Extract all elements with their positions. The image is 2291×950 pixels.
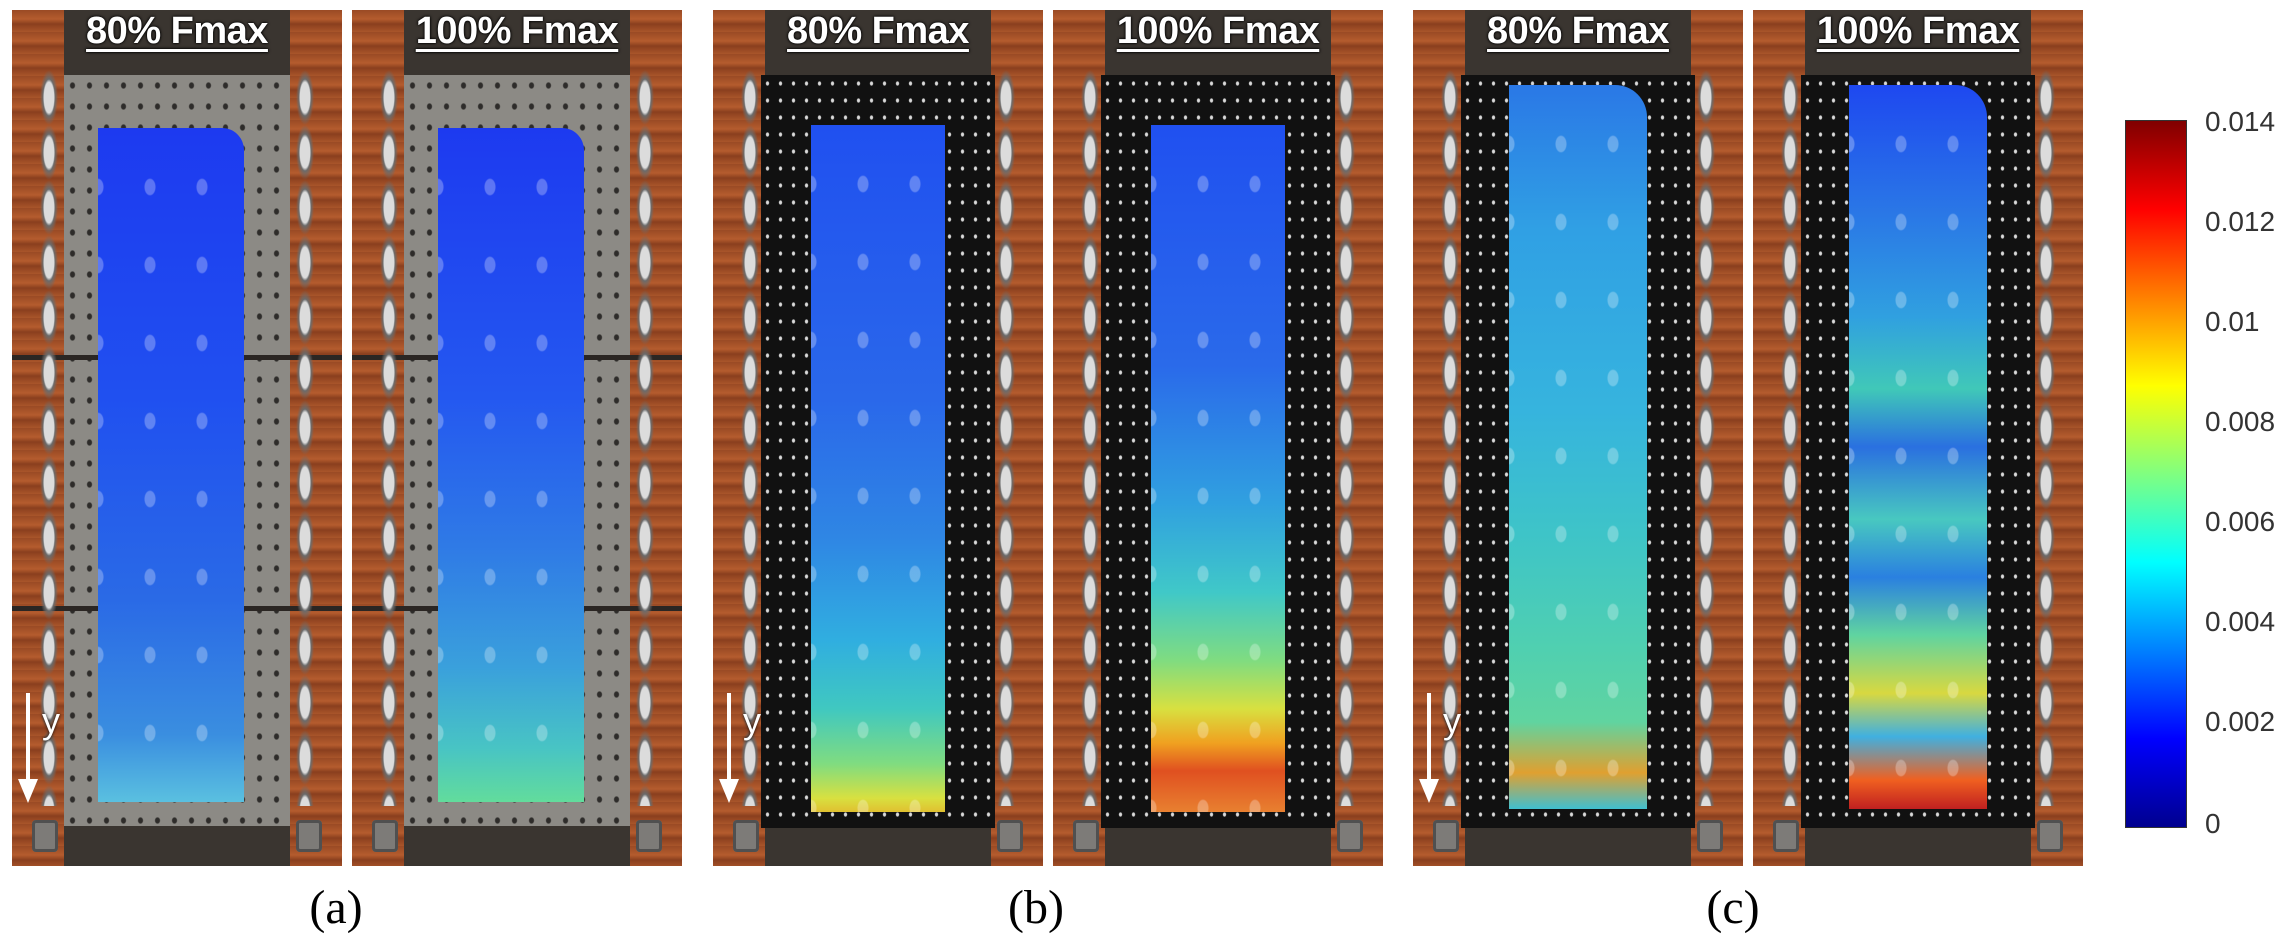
marker-grid (438, 128, 584, 802)
bolt (1073, 820, 1099, 852)
bolt (1433, 820, 1459, 852)
marker-grid (1849, 85, 1987, 809)
panel-c-80: 80% Fmax y (1413, 10, 1743, 866)
bolt (1773, 820, 1799, 852)
colorbar-tick: 0.006 (2205, 506, 2276, 537)
strain-field (98, 128, 244, 802)
bolt (2037, 820, 2063, 852)
bolt (32, 820, 58, 852)
target-markers-left (1441, 70, 1459, 806)
colorbar-tick: 0.014 (2205, 106, 2276, 137)
load-label: 100% Fmax (1116, 10, 1320, 52)
colorbar-tick: 0.004 (2205, 606, 2276, 637)
marker-grid (98, 128, 244, 802)
colorbar-tick: 0.01 (2205, 306, 2260, 337)
load-label: 80% Fmax (86, 10, 268, 52)
strain-field (1509, 85, 1647, 809)
panel-b-100: 100% Fmax (1053, 10, 1383, 866)
panel-b-80: 80% Fmax y (713, 10, 1043, 866)
load-label: 80% Fmax (1487, 10, 1669, 52)
marker-grid (811, 125, 945, 812)
down-arrow-icon (719, 693, 739, 803)
bolt (636, 820, 662, 852)
target-markers-right (1697, 70, 1715, 806)
panel-a-100: 100% Fmax (352, 10, 682, 866)
bolt (997, 820, 1023, 852)
colorbar-tick: 0.012 (2205, 206, 2276, 237)
strain-field (438, 128, 584, 802)
target-markers-left (1781, 70, 1799, 806)
y-axis-arrow: y (1419, 693, 1465, 803)
load-label: 80% Fmax (787, 10, 969, 52)
colorbar-tick: 0.008 (2205, 406, 2276, 437)
colorbar-tick: 0.002 (2205, 706, 2276, 737)
load-label: 100% Fmax (1816, 10, 2020, 52)
bolt (1337, 820, 1363, 852)
target-markers-right (296, 70, 314, 806)
caption-b: (b) (1008, 881, 1064, 934)
target-markers-right (997, 70, 1015, 806)
down-arrow-icon (1419, 693, 1439, 803)
load-label: 100% Fmax (415, 10, 619, 52)
bolt (1697, 820, 1723, 852)
y-axis-arrow: y (719, 693, 765, 803)
panel-c-100: 100% Fmax (1753, 10, 2083, 866)
marker-grid (1509, 85, 1647, 809)
bolt (296, 820, 322, 852)
strain-field (811, 125, 945, 812)
bolt (372, 820, 398, 852)
target-markers-left (741, 70, 759, 806)
target-markers-left (380, 70, 398, 806)
y-axis-arrow: y (18, 693, 64, 803)
y-axis-label: y (42, 700, 60, 741)
target-markers-right (2037, 70, 2055, 806)
colorbar-tick: 0 (2205, 808, 2221, 839)
y-axis-label: y (1443, 700, 1461, 741)
target-markers-left (40, 70, 58, 806)
marker-grid (1151, 125, 1285, 812)
y-axis-label: y (743, 700, 761, 741)
strain-field (1151, 125, 1285, 812)
down-arrow-icon (18, 693, 38, 803)
bolt (733, 820, 759, 852)
strain-field (1849, 85, 1987, 809)
target-markers-right (636, 70, 654, 806)
caption-c: (c) (1706, 881, 1760, 934)
target-markers-right (1337, 70, 1355, 806)
target-markers-left (1081, 70, 1099, 806)
caption-a: (a) (309, 881, 363, 934)
colorbar (2125, 120, 2187, 828)
panel-a-80: 80% Fmax y (12, 10, 342, 866)
